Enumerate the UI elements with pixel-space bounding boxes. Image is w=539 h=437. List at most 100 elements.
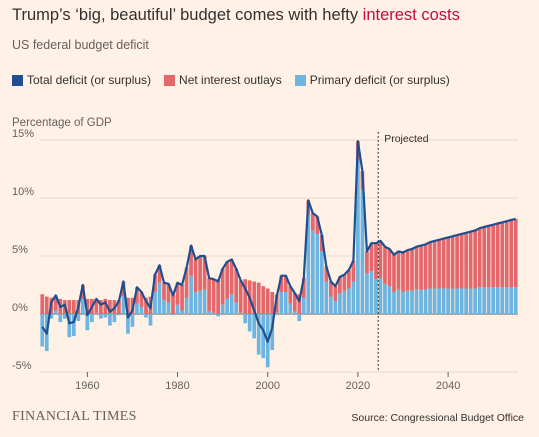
projected-label: Projected <box>384 133 429 145</box>
bar-primary <box>292 311 297 314</box>
bar-interest <box>94 298 99 313</box>
bar-interest <box>135 287 139 304</box>
bar-primary <box>297 314 302 321</box>
bar-primary <box>175 304 180 314</box>
bar-interest <box>216 279 220 314</box>
bar-primary <box>94 312 99 314</box>
bar-interest <box>310 213 315 231</box>
ft-brand: FINANCIAL TIMES <box>12 409 137 424</box>
bar-primary <box>392 291 396 314</box>
bar-interest <box>396 251 401 290</box>
bar-interest <box>428 242 432 289</box>
bar-primary <box>171 314 175 316</box>
bar-interest <box>419 245 423 290</box>
x-tick-label: 2000 <box>255 380 279 392</box>
bar-interest <box>85 298 90 314</box>
bar-interest <box>495 223 500 288</box>
bar-primary <box>40 314 45 347</box>
bar-primary <box>85 314 90 331</box>
bar-interest <box>261 286 266 314</box>
legend-label-interest: Net interest outlays <box>179 73 282 87</box>
bar-interest <box>40 294 45 314</box>
bar-interest <box>473 230 478 289</box>
bar-interest <box>53 295 58 311</box>
bar-interest <box>423 244 428 290</box>
bar-interest <box>144 297 148 314</box>
bar-primary <box>130 314 135 327</box>
bar-interest <box>67 300 72 314</box>
bar-primary <box>126 314 130 334</box>
bar-primary <box>410 290 414 314</box>
bar-primary <box>184 297 189 314</box>
bar-interest <box>162 282 166 301</box>
bar-interest <box>329 281 333 297</box>
bar-primary <box>351 281 356 314</box>
bar-primary <box>441 288 446 314</box>
bar-primary <box>202 289 207 314</box>
bar-primary <box>464 288 468 314</box>
bar-primary <box>378 278 383 314</box>
legend-item-primary: Primary deficit (or surplus) <box>294 73 450 87</box>
bar-interest <box>315 216 320 234</box>
bar-interest <box>108 300 112 314</box>
bar-primary <box>234 302 239 314</box>
bar-primary <box>144 314 148 318</box>
chart-subtitle: US federal budget deficit <box>12 38 149 52</box>
bar-primary <box>247 314 252 332</box>
bar-interest <box>117 300 121 314</box>
bar-primary <box>121 296 126 314</box>
bar-primary <box>509 287 514 314</box>
bar-primary <box>198 290 202 314</box>
bar-interest <box>71 300 76 314</box>
bar-primary <box>238 312 243 314</box>
bar-interest <box>103 298 108 314</box>
bar-interest <box>238 280 243 313</box>
bar-primary <box>401 291 405 314</box>
bar-interest <box>139 291 144 308</box>
bar-primary <box>261 314 266 359</box>
bar-interest <box>450 236 455 289</box>
bar-primary <box>193 291 198 314</box>
bar-interest <box>333 286 338 302</box>
bar-primary <box>405 290 410 314</box>
bar-primary <box>135 303 139 314</box>
bar-interest <box>202 256 207 290</box>
bar-interest <box>297 294 302 314</box>
bar-primary <box>356 159 360 314</box>
bar-primary <box>90 314 94 323</box>
bar-primary <box>62 314 67 319</box>
bar-interest <box>477 228 482 288</box>
bar-interest <box>153 274 157 292</box>
bar-primary <box>419 289 423 314</box>
y-tick-label: -5% <box>12 360 32 372</box>
bar-interest <box>319 235 324 252</box>
x-tick-label: 2040 <box>436 380 460 392</box>
y-axis-title: Percentage of GDP <box>12 117 112 129</box>
bar-interest <box>265 288 270 314</box>
bar-primary <box>157 282 162 314</box>
bar-primary <box>67 314 72 338</box>
bar-interest <box>392 254 396 292</box>
x-tick-label: 2020 <box>346 380 370 392</box>
bar-interest <box>283 275 288 292</box>
bar-primary <box>283 291 288 314</box>
bar-primary <box>315 233 320 314</box>
legend-swatch-primary <box>294 74 306 86</box>
bar-primary <box>423 289 428 314</box>
bar-primary <box>446 288 450 314</box>
bar-primary <box>342 290 347 314</box>
bar-interest <box>405 250 410 291</box>
total-deficit-line <box>41 140 516 343</box>
bar-primary <box>58 314 63 323</box>
bar-primary <box>504 287 509 314</box>
bar-primary <box>288 303 293 314</box>
bar-interest <box>184 267 189 298</box>
bar-primary <box>495 287 500 314</box>
bar-interest <box>157 265 162 283</box>
bar-interest <box>211 279 216 313</box>
bar-interest <box>270 291 275 314</box>
chart-title: Trump’s ‘big, beautiful’ budget comes wi… <box>12 4 460 26</box>
bar-primary <box>473 288 478 314</box>
bar-primary <box>225 298 229 314</box>
bar-primary <box>491 287 496 314</box>
